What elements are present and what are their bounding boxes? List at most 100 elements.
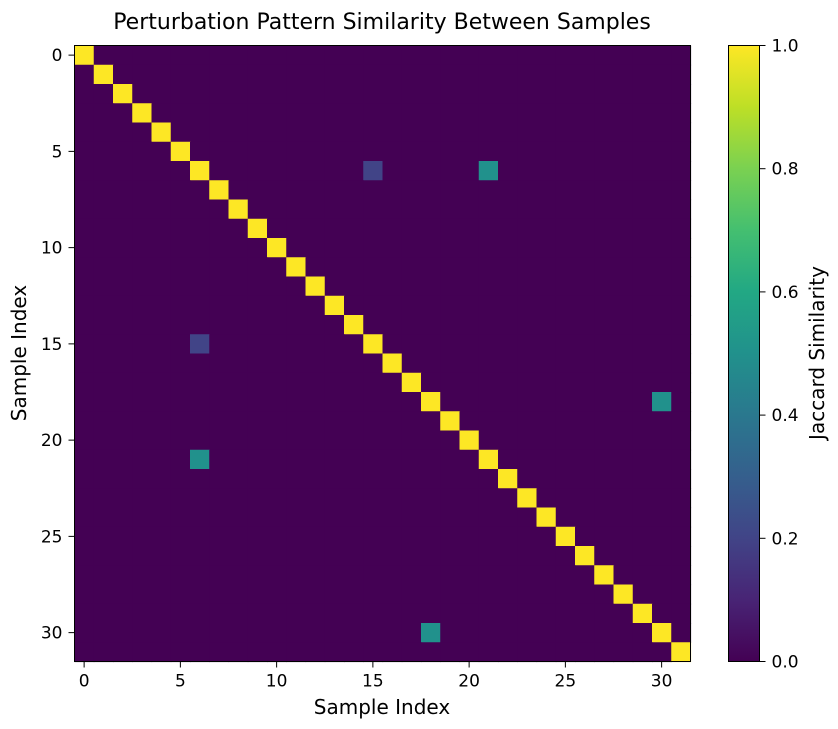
heatmap-cell bbox=[247, 180, 268, 201]
heatmap-cell bbox=[228, 642, 249, 663]
heatmap-cell bbox=[170, 411, 191, 432]
heatmap-cell bbox=[170, 199, 191, 220]
heatmap-cell bbox=[170, 565, 191, 586]
heatmap-cell bbox=[594, 584, 615, 605]
heatmap-cell bbox=[478, 180, 499, 201]
heatmap-cell bbox=[613, 469, 634, 489]
heatmap-cell bbox=[344, 180, 364, 201]
heatmap-cell bbox=[170, 64, 191, 85]
heatmap-cell bbox=[632, 238, 653, 258]
heatmap-cell bbox=[575, 315, 595, 335]
heatmap-cell bbox=[671, 257, 692, 278]
heatmap-cell bbox=[401, 353, 422, 374]
heatmap-cell bbox=[363, 334, 384, 355]
heatmap-cell bbox=[267, 238, 287, 258]
heatmap-cell bbox=[632, 103, 653, 124]
heatmap-cell bbox=[170, 449, 191, 470]
heatmap-cell bbox=[555, 623, 576, 643]
heatmap-cell bbox=[324, 353, 345, 374]
heatmap-cell bbox=[286, 199, 307, 220]
heatmap-cell bbox=[613, 372, 634, 393]
heatmap-cell bbox=[555, 372, 576, 393]
heatmap-cell bbox=[132, 141, 153, 162]
heatmap-cell bbox=[594, 469, 615, 489]
heatmap-cell bbox=[382, 103, 403, 124]
heatmap-cell bbox=[401, 141, 422, 162]
heatmap-cell bbox=[363, 603, 384, 624]
heatmap-cell bbox=[594, 488, 615, 509]
heatmap-cell bbox=[652, 84, 672, 104]
heatmap-cell bbox=[324, 315, 345, 335]
heatmap-cell bbox=[305, 161, 326, 181]
heatmap-cell bbox=[652, 623, 672, 643]
heatmap-cell bbox=[632, 411, 653, 432]
heatmap-cell bbox=[267, 449, 287, 470]
heatmap-cell bbox=[459, 257, 480, 278]
heatmap-cell bbox=[344, 526, 364, 547]
heatmap-cell bbox=[267, 180, 287, 201]
heatmap-cell bbox=[286, 411, 307, 432]
heatmap-cell bbox=[324, 449, 345, 470]
heatmap-cell bbox=[247, 161, 268, 181]
heatmap-cell bbox=[478, 546, 499, 566]
heatmap-cell bbox=[575, 45, 595, 66]
heatmap-cell bbox=[459, 295, 480, 316]
heatmap-cell bbox=[536, 488, 557, 509]
heatmap-cell bbox=[93, 526, 114, 547]
heatmap-cell bbox=[305, 64, 326, 85]
heatmap-cell bbox=[151, 315, 172, 335]
heatmap-cell bbox=[652, 45, 672, 66]
heatmap-cell bbox=[74, 257, 95, 278]
heatmap-cell bbox=[440, 488, 461, 509]
heatmap-cell bbox=[459, 64, 480, 85]
heatmap-cell bbox=[363, 623, 384, 643]
heatmap-cell bbox=[190, 546, 210, 566]
heatmap-cell bbox=[401, 64, 422, 85]
heatmap-cell bbox=[517, 565, 538, 586]
heatmap-cell bbox=[671, 295, 692, 316]
heatmap-cell bbox=[421, 488, 441, 509]
heatmap-cell bbox=[228, 64, 249, 85]
heatmap-cell bbox=[286, 449, 307, 470]
heatmap-cell bbox=[132, 623, 153, 643]
heatmap-cell bbox=[421, 334, 441, 355]
heatmap-cell bbox=[517, 180, 538, 201]
heatmap-cell bbox=[228, 199, 249, 220]
heatmap-cell bbox=[190, 199, 210, 220]
heatmap-cell bbox=[305, 276, 326, 297]
heatmap-cell bbox=[555, 603, 576, 624]
heatmap-cell bbox=[228, 353, 249, 374]
heatmap-cell bbox=[228, 276, 249, 297]
heatmap-cell bbox=[324, 507, 345, 528]
heatmap-cell bbox=[632, 546, 653, 566]
heatmap-cell bbox=[594, 353, 615, 374]
x-tick-label: 5 bbox=[175, 672, 186, 692]
heatmap-cell bbox=[671, 488, 692, 509]
heatmap-cell bbox=[190, 430, 210, 451]
heatmap-cell bbox=[363, 295, 384, 316]
heatmap-cell bbox=[170, 295, 191, 316]
heatmap-cell bbox=[421, 315, 441, 335]
heatmap-cell bbox=[113, 218, 133, 239]
heatmap-cell bbox=[190, 64, 210, 85]
heatmap-cell bbox=[132, 238, 153, 258]
heatmap-cell bbox=[305, 488, 326, 509]
heatmap-cell bbox=[536, 84, 557, 104]
heatmap-cell bbox=[536, 257, 557, 278]
heatmap-cell bbox=[594, 642, 615, 663]
heatmap-cell bbox=[228, 603, 249, 624]
heatmap-cell bbox=[151, 103, 172, 124]
heatmap-cell bbox=[517, 141, 538, 162]
heatmap-cell bbox=[267, 218, 287, 239]
heatmap-cell bbox=[113, 315, 133, 335]
heatmap-cell bbox=[170, 84, 191, 104]
heatmap-cell bbox=[401, 315, 422, 335]
heatmap-cell bbox=[132, 103, 153, 124]
heatmap-cell bbox=[594, 122, 615, 143]
heatmap-cell bbox=[267, 276, 287, 297]
heatmap-cell bbox=[190, 372, 210, 393]
heatmap-cell bbox=[594, 161, 615, 181]
heatmap-cell bbox=[247, 526, 268, 547]
heatmap-cell bbox=[209, 334, 230, 355]
